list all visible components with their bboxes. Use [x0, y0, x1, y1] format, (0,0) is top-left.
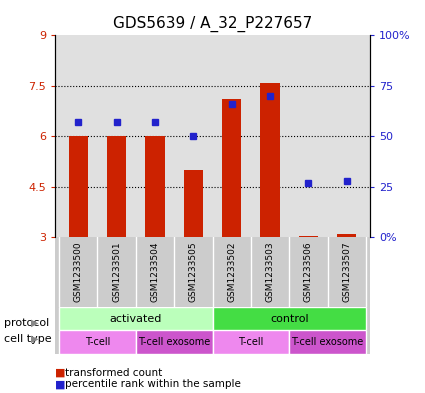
- Text: GDS5639 / A_32_P227657: GDS5639 / A_32_P227657: [113, 16, 312, 32]
- Text: transformed count: transformed count: [65, 367, 162, 378]
- Text: GSM1233500: GSM1233500: [74, 242, 83, 303]
- Text: activated: activated: [110, 314, 162, 323]
- Text: T-cell exosome: T-cell exosome: [292, 337, 364, 347]
- Bar: [289, 330, 366, 354]
- Text: ▶: ▶: [31, 334, 38, 344]
- Text: cell type: cell type: [4, 334, 52, 344]
- Text: ▶: ▶: [31, 318, 38, 328]
- Text: GSM1233502: GSM1233502: [227, 242, 236, 302]
- Text: T-cell: T-cell: [238, 337, 264, 347]
- Bar: [261, 83, 280, 237]
- Bar: [212, 307, 366, 330]
- Bar: [184, 170, 203, 237]
- Text: GSM1233507: GSM1233507: [342, 242, 351, 303]
- Text: GSM1233504: GSM1233504: [150, 242, 159, 302]
- Text: GSM1233503: GSM1233503: [266, 242, 275, 303]
- Bar: [337, 234, 356, 237]
- Text: GSM1233505: GSM1233505: [189, 242, 198, 303]
- Text: T-cell: T-cell: [85, 337, 110, 347]
- Bar: [212, 330, 289, 354]
- Text: GSM1233506: GSM1233506: [304, 242, 313, 303]
- Bar: [136, 330, 212, 354]
- Text: control: control: [270, 314, 309, 323]
- Text: GSM1233501: GSM1233501: [112, 242, 121, 303]
- Text: percentile rank within the sample: percentile rank within the sample: [65, 379, 241, 389]
- Bar: [145, 136, 164, 237]
- Bar: [59, 330, 136, 354]
- Bar: [299, 236, 318, 237]
- Text: ■: ■: [55, 367, 66, 378]
- Bar: [107, 136, 126, 237]
- Bar: [222, 99, 241, 237]
- Bar: [59, 307, 212, 330]
- Text: T-cell exosome: T-cell exosome: [138, 337, 210, 347]
- Bar: [69, 136, 88, 237]
- Text: ■: ■: [55, 379, 66, 389]
- Text: protocol: protocol: [4, 318, 49, 328]
